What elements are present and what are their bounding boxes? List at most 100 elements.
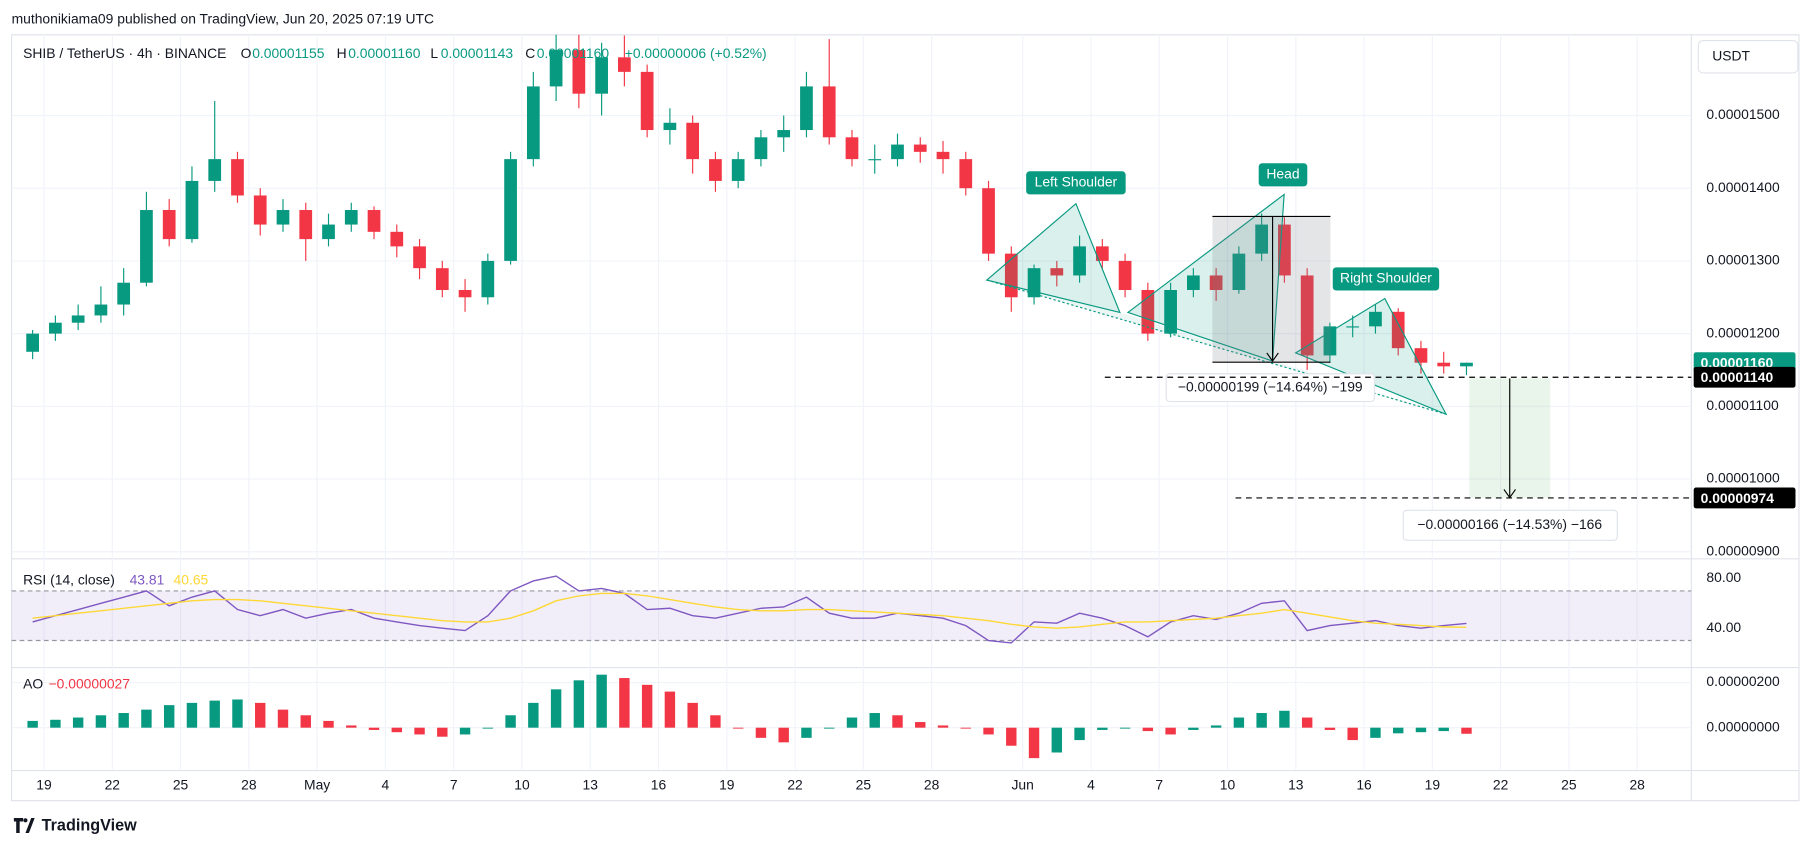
x-tick-label: 19 [1425, 776, 1441, 792]
ohlc-key: O [241, 45, 252, 61]
ao-bar [1461, 727, 1472, 734]
y-tick-label: 0.00001500 [1706, 106, 1780, 122]
label-box [1258, 163, 1308, 187]
x-tick-label: 25 [173, 776, 189, 792]
ao-bar [619, 678, 630, 728]
candle-body [1027, 268, 1041, 298]
candle-body [367, 210, 381, 232]
rsi-band [11, 590, 1692, 641]
price-tag-label: 0.00001160 [1701, 355, 1774, 371]
candle-body [1369, 311, 1382, 327]
candle-body [299, 210, 313, 240]
ao-bar [1415, 727, 1427, 733]
ao-bar [937, 725, 949, 728]
candle-body [1414, 348, 1428, 363]
ao-bar [186, 702, 198, 728]
x-tick-label: 16 [651, 776, 667, 792]
ao-bar [346, 725, 357, 728]
measure-box [1212, 216, 1331, 363]
x-tick-label: 28 [924, 776, 940, 792]
ao-bar [118, 713, 129, 728]
ao-bar [550, 689, 562, 728]
label-box [1332, 267, 1440, 291]
change: +0.00000006 (+0.52%) [625, 45, 767, 61]
currency[interactable]: USDT [1712, 47, 1750, 63]
candle-body [481, 260, 495, 298]
head-shape [1126, 193, 1285, 362]
x-tick-label: 19 [36, 776, 52, 792]
ao-bar [50, 719, 61, 728]
brand-logo-dot [23, 818, 28, 823]
candle-body [595, 57, 608, 94]
ao-bar [596, 674, 607, 728]
ao-bar [846, 717, 858, 728]
ao-bar [414, 727, 425, 735]
candle-body [1118, 260, 1132, 290]
candle-body [26, 333, 39, 352]
ao-bar [1392, 727, 1404, 734]
ao-bar [801, 727, 812, 738]
candle-body [526, 86, 540, 160]
ao-bar [1301, 717, 1313, 728]
candle-body [49, 322, 62, 334]
ao-bar [732, 727, 744, 729]
candle-body [390, 231, 404, 247]
marks [11, 34, 1692, 759]
ao-bar [255, 702, 266, 728]
x-tick-label: 4 [382, 776, 390, 792]
candle-body [663, 122, 677, 131]
ao-bar [72, 717, 84, 728]
ao-bar [1028, 727, 1040, 759]
ao-bar [641, 684, 653, 728]
ao-bar [1097, 727, 1108, 730]
ao-bar [437, 727, 448, 737]
ao-bar [1006, 727, 1017, 746]
legend: SHIB / TetherUS · 4h · BINANCE O 0.00001… [23, 39, 1799, 692]
currency-box[interactable] [1697, 39, 1799, 74]
ao-bar [95, 715, 107, 728]
candle-body [185, 180, 199, 240]
ao-bar [1165, 727, 1176, 735]
brand: TradingView [13, 816, 137, 834]
x-tick-label: 28 [241, 776, 257, 792]
candle-body [686, 122, 700, 160]
candle-body [731, 159, 745, 181]
target-label-box [1402, 509, 1618, 541]
ao-bar [323, 720, 334, 728]
candle-body [822, 86, 836, 138]
ao-bar [1438, 727, 1449, 732]
ao-bar [1142, 727, 1154, 732]
x-tick-label: 16 [1356, 776, 1372, 792]
ao-bar [505, 715, 516, 728]
ao-bar [664, 691, 676, 728]
ohlc-key: C [525, 45, 535, 61]
x-tick-label: Jun [1011, 776, 1033, 792]
candle-body [413, 246, 426, 269]
candle-body [1232, 253, 1246, 290]
ao-bar [710, 715, 721, 728]
y-tick-label: 40.00 [1706, 619, 1741, 635]
candle-body [1437, 362, 1451, 367]
ao-bar [1210, 725, 1222, 728]
publisher: muthonikiama09 published on TradingView,… [12, 10, 434, 26]
y-tick-label: 0.00001400 [1706, 179, 1780, 195]
candle-body [1141, 289, 1155, 334]
ao-bar [27, 720, 38, 728]
ohlc-key: H [337, 45, 347, 61]
ao-bar [232, 699, 243, 728]
candle-body [777, 130, 791, 138]
ao-bar [892, 715, 903, 728]
candle-body [276, 210, 290, 225]
ao-bar [209, 700, 220, 728]
candle-body [868, 159, 882, 161]
x-tick-label: 10 [1220, 776, 1236, 792]
ao-bar [824, 727, 835, 729]
x-tick-label: 13 [1288, 776, 1304, 792]
price-tag [1693, 366, 1796, 388]
x-tick-label: 10 [514, 776, 530, 792]
ao-bar [915, 722, 926, 728]
candle-body [982, 188, 995, 254]
ao-bar [687, 702, 698, 728]
ao-bar [573, 680, 585, 728]
